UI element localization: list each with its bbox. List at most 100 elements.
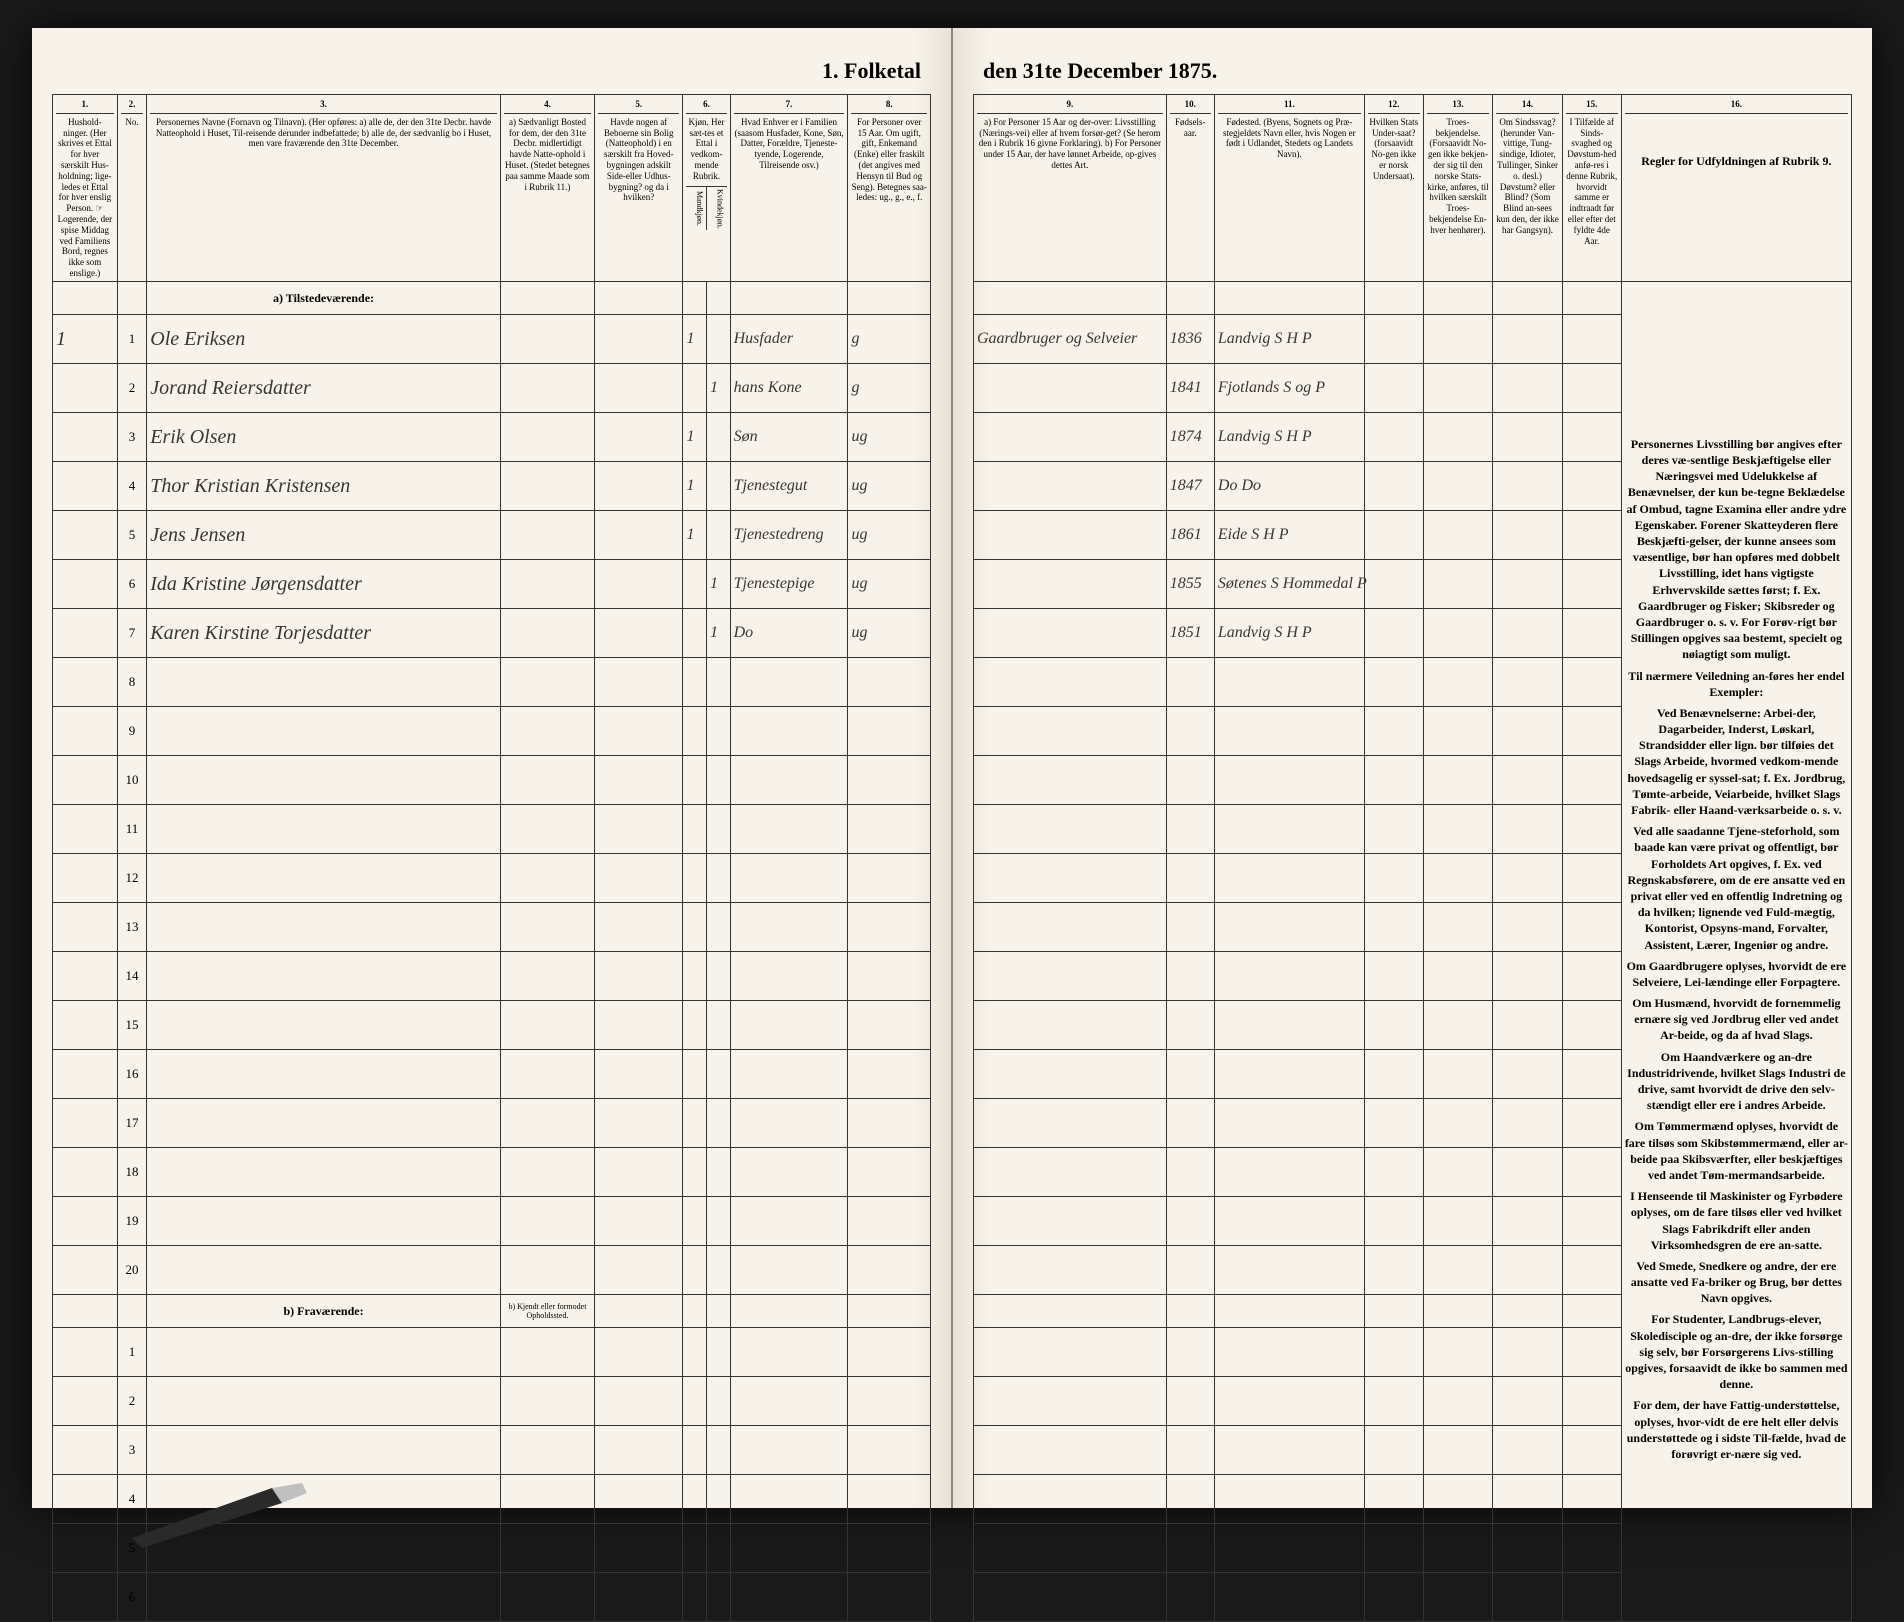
cell (1364, 1377, 1423, 1426)
cell (1214, 707, 1364, 756)
cell (707, 1426, 731, 1475)
cell (1562, 952, 1621, 1001)
person-name: Jorand Reiersdatter (147, 364, 501, 413)
col-16: 16.Regler for Udfyldningen af Rubrik 9. (1621, 95, 1851, 282)
birth-year: 1851 (1166, 609, 1214, 658)
cell (1364, 282, 1423, 315)
cell (595, 1099, 683, 1148)
table-row: 5Jens Jensen1Tjenestedrengug (53, 511, 931, 560)
cell (1364, 658, 1423, 707)
cell (848, 1001, 931, 1050)
cell (1493, 1377, 1563, 1426)
col-3: 3.Personernes Navne (Fornavn og Tilnavn)… (147, 95, 501, 282)
marital: ug (848, 560, 931, 609)
cell (1166, 805, 1214, 854)
cell (1166, 1524, 1214, 1573)
cell (147, 707, 501, 756)
cell (1562, 609, 1621, 658)
cell (147, 903, 501, 952)
cell (147, 1377, 501, 1426)
cell (1423, 609, 1493, 658)
cell (500, 1099, 594, 1148)
birthplace: Eide S H P (1214, 511, 1364, 560)
cell (848, 903, 931, 952)
cell (53, 1475, 118, 1524)
cell (730, 952, 848, 1001)
cell (1562, 511, 1621, 560)
cell (974, 854, 1167, 903)
cell (147, 1246, 501, 1295)
cell (683, 1246, 707, 1295)
cell (1423, 560, 1493, 609)
person-num: 2 (117, 364, 146, 413)
cell (500, 364, 594, 413)
cell (1364, 1246, 1423, 1295)
cell (500, 462, 594, 511)
household-num (53, 609, 118, 658)
cell (730, 805, 848, 854)
table-row-empty: 13 (53, 903, 931, 952)
cell (1214, 1328, 1364, 1377)
cell (1214, 1377, 1364, 1426)
table-row-empty: 18 (53, 1148, 931, 1197)
cell (53, 707, 118, 756)
cell (707, 805, 731, 854)
birthplace: Do Do (1214, 462, 1364, 511)
table-row-empty: 16 (53, 1050, 931, 1099)
marital: g (848, 364, 931, 413)
cell (1493, 1524, 1563, 1573)
cell (53, 1377, 118, 1426)
cell (1166, 282, 1214, 315)
cell (1562, 707, 1621, 756)
cell (974, 1524, 1167, 1573)
sex-f (707, 413, 731, 462)
cell (1364, 511, 1423, 560)
cell (683, 1328, 707, 1377)
cell (707, 707, 731, 756)
cell (1214, 1475, 1364, 1524)
cell (1214, 805, 1364, 854)
cell (1364, 1099, 1423, 1148)
household-num (53, 511, 118, 560)
table-row-empty: 10 (53, 756, 931, 805)
cell (974, 952, 1167, 1001)
occupation (974, 413, 1167, 462)
cell (1562, 756, 1621, 805)
cell (707, 1050, 731, 1099)
birthplace: Landvig S H P (1214, 413, 1364, 462)
cell (683, 1050, 707, 1099)
cell (500, 1197, 594, 1246)
cell (1493, 1197, 1563, 1246)
cell (500, 560, 594, 609)
cell (707, 282, 731, 315)
birthplace: Landvig S H P (1214, 609, 1364, 658)
cell (1423, 1148, 1493, 1197)
cell (730, 903, 848, 952)
cell (848, 282, 931, 315)
cell (1166, 1197, 1214, 1246)
col-11: 11.Fødested. (Byens, Sognets og Præ-steg… (1214, 95, 1364, 282)
table-row-empty: 11 (53, 805, 931, 854)
person-name: Karen Kirstine Torjesdatter (147, 609, 501, 658)
table-row: 6Ida Kristine Jørgensdatter1Tjenestepige… (53, 560, 931, 609)
relation: hans Kone (730, 364, 848, 413)
cell (683, 952, 707, 1001)
cell (53, 952, 118, 1001)
col-8: 8.For Personer over 15 Aar. Om ugift, gi… (848, 95, 931, 282)
cell (53, 1328, 118, 1377)
table-body-right: Personernes Livsstilling bør angives eft… (974, 282, 1852, 1622)
cell (730, 1295, 848, 1328)
cell (1423, 1573, 1493, 1622)
cell (848, 1050, 931, 1099)
cell (1493, 1475, 1563, 1524)
cell (683, 1295, 707, 1328)
pen-icon (132, 1468, 332, 1548)
person-name: Jens Jensen (147, 511, 501, 560)
person-name: Ida Kristine Jørgensdatter (147, 560, 501, 609)
cell (730, 1426, 848, 1475)
cell (53, 1148, 118, 1197)
cell (1423, 1099, 1493, 1148)
cell (1423, 1001, 1493, 1050)
cell (147, 1328, 501, 1377)
cell (683, 1099, 707, 1148)
